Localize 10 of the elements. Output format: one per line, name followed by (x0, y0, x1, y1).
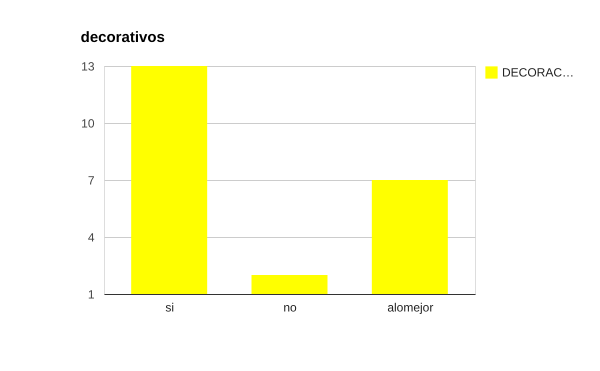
y-tick-label: 7 (88, 174, 95, 188)
y-tick-label: 13 (81, 60, 95, 74)
y-tick-label: 4 (88, 230, 95, 244)
y-tick-label: 1 (88, 288, 95, 302)
chart-title: decorativos (80, 29, 165, 46)
y-tick-label: 10 (81, 116, 95, 130)
legend-label: DECORAC… (502, 66, 574, 80)
x-tick-label: no (283, 300, 297, 314)
x-tick-label: si (165, 300, 174, 314)
x-tick-label: alomejor (387, 300, 434, 314)
